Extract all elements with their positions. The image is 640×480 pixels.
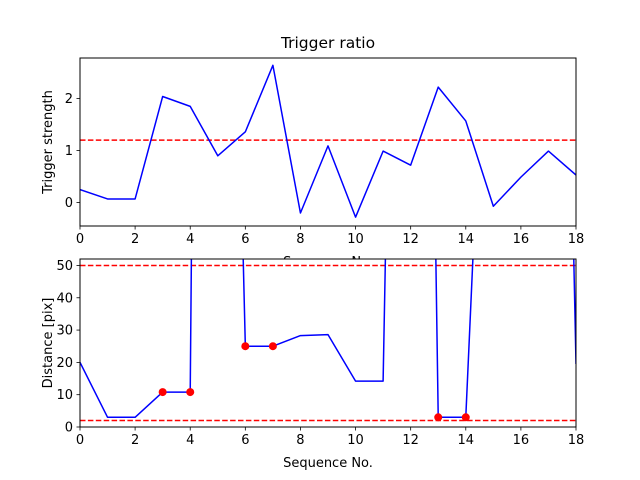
marker-point [434, 413, 443, 422]
bottom-chart: 0 2 4 6 8 10 12 14 16 18 0 10 20 30 40 50 Sequence No. Di… [41, 258, 585, 471]
x-tick-label: 12 [402, 433, 419, 448]
plot-content [80, 64, 576, 218]
x-tick-label: 14 [458, 433, 475, 448]
y-tick-label: 10 [56, 388, 73, 403]
marker-point [268, 342, 277, 351]
y-tick-label: 50 [56, 259, 73, 274]
y-tick-label: 30 [56, 324, 73, 339]
x-tick-label: 6 [241, 433, 249, 448]
x-tick-label: 6 [241, 232, 249, 247]
x-axis-label: Sequence No. [283, 456, 373, 471]
x-tick-label: 18 [568, 232, 585, 247]
y-tick-label: 0 [65, 421, 73, 436]
marker-point [461, 413, 470, 422]
plot-area [80, 58, 576, 226]
x-tick-label: 4 [186, 232, 194, 247]
y-axis-label: Distance [pix] [41, 298, 56, 389]
x-tick-label: 14 [458, 232, 475, 247]
marker-point [241, 342, 250, 351]
x-tick-label: 10 [347, 433, 364, 448]
x-tick-label: 12 [402, 232, 419, 247]
marker-point [158, 388, 167, 397]
series-line-0 [80, 259, 576, 419]
x-tick-label: 0 [76, 232, 84, 247]
x-tick-label: 16 [513, 232, 530, 247]
marker-point [186, 388, 195, 397]
x-tick-label: 16 [513, 433, 530, 448]
x-tick-label: 10 [347, 232, 364, 247]
chart-title: Trigger ratio [280, 34, 375, 52]
y-tick-label: 2 [65, 92, 73, 107]
x-tick-label: 2 [131, 232, 139, 247]
y-axis-label: Trigger strength [41, 90, 56, 195]
y-tick-label: 0 [65, 196, 73, 211]
y-tick-label: 1 [65, 144, 73, 159]
y-tick-label: 20 [56, 356, 73, 371]
series-line-0 [80, 64, 576, 218]
x-tick-label: 0 [76, 433, 84, 448]
plot-frame [79, 57, 577, 227]
plot-area [80, 259, 576, 427]
x-tick-label: 18 [568, 433, 585, 448]
plot-frame [79, 258, 577, 428]
x-tick-label: 2 [131, 433, 139, 448]
x-tick-label: 4 [186, 433, 194, 448]
y-tick-label: 40 [56, 291, 73, 306]
x-tick-label: 8 [296, 232, 304, 247]
x-tick-label: 8 [296, 433, 304, 448]
plot-content [80, 259, 576, 422]
